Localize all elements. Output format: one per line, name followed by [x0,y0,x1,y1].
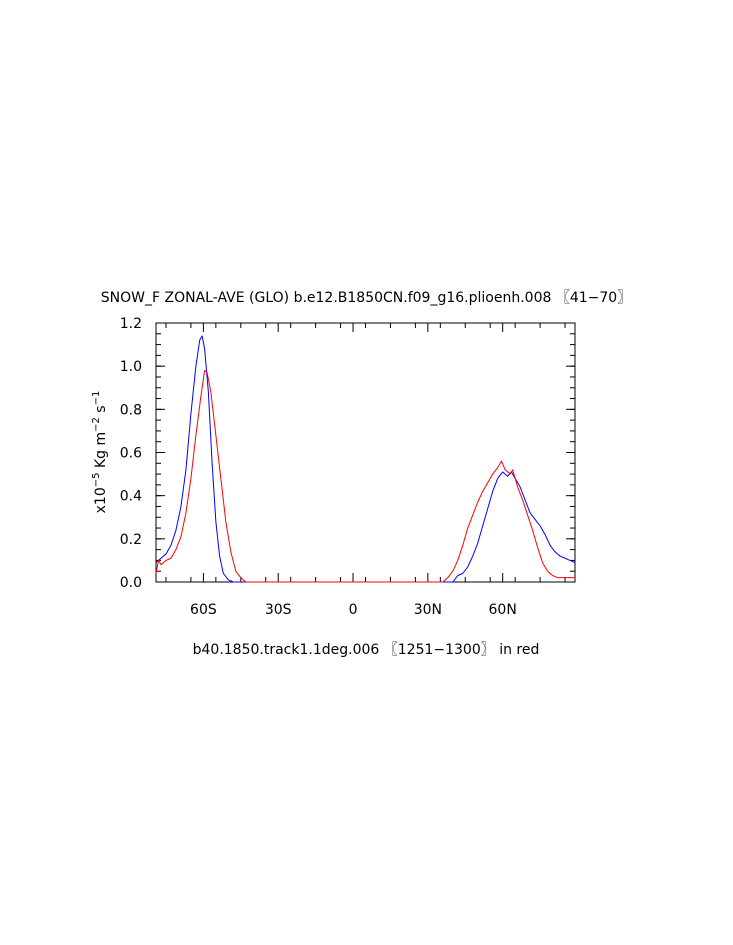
x-tick-label: 60N [489,602,517,618]
y-tick-label: 1.0 [120,359,142,375]
x-tick-label: 30S [265,602,292,618]
x-tick-label: 30N [414,602,442,618]
x-tick-label: 60S [190,602,217,618]
plot-frame [155,322,576,583]
x-axis: 60S 30S 0 30N 60N [190,323,517,618]
y-axis: 0.0 0.2 0.4 0.6 0.8 1.0 1.2 [120,316,575,591]
y-axis-label: x10−5 Kg m−2 s−1 [91,391,109,514]
series-line-0 [155,335,576,583]
series-line-1 [155,369,575,583]
y-tick-label: 0.2 [120,532,142,548]
y-tick-label: 0.8 [120,402,142,418]
y-tick-label: 0.4 [120,489,142,505]
y-tick-label: 0.0 [120,575,142,591]
series-group [155,335,576,583]
minor-ticks [156,322,575,583]
y-tick-label: 0.6 [120,446,142,462]
x-tick-label: 0 [349,602,358,618]
chart-title: SNOW_F ZONAL-AVE (GLO) b.e12.B1850CN.f09… [101,290,631,306]
x-axis-label: b40.1850.track1.1deg.006 〖1251−1300〗 in … [193,642,540,658]
y-tick-label: 1.2 [120,316,142,332]
